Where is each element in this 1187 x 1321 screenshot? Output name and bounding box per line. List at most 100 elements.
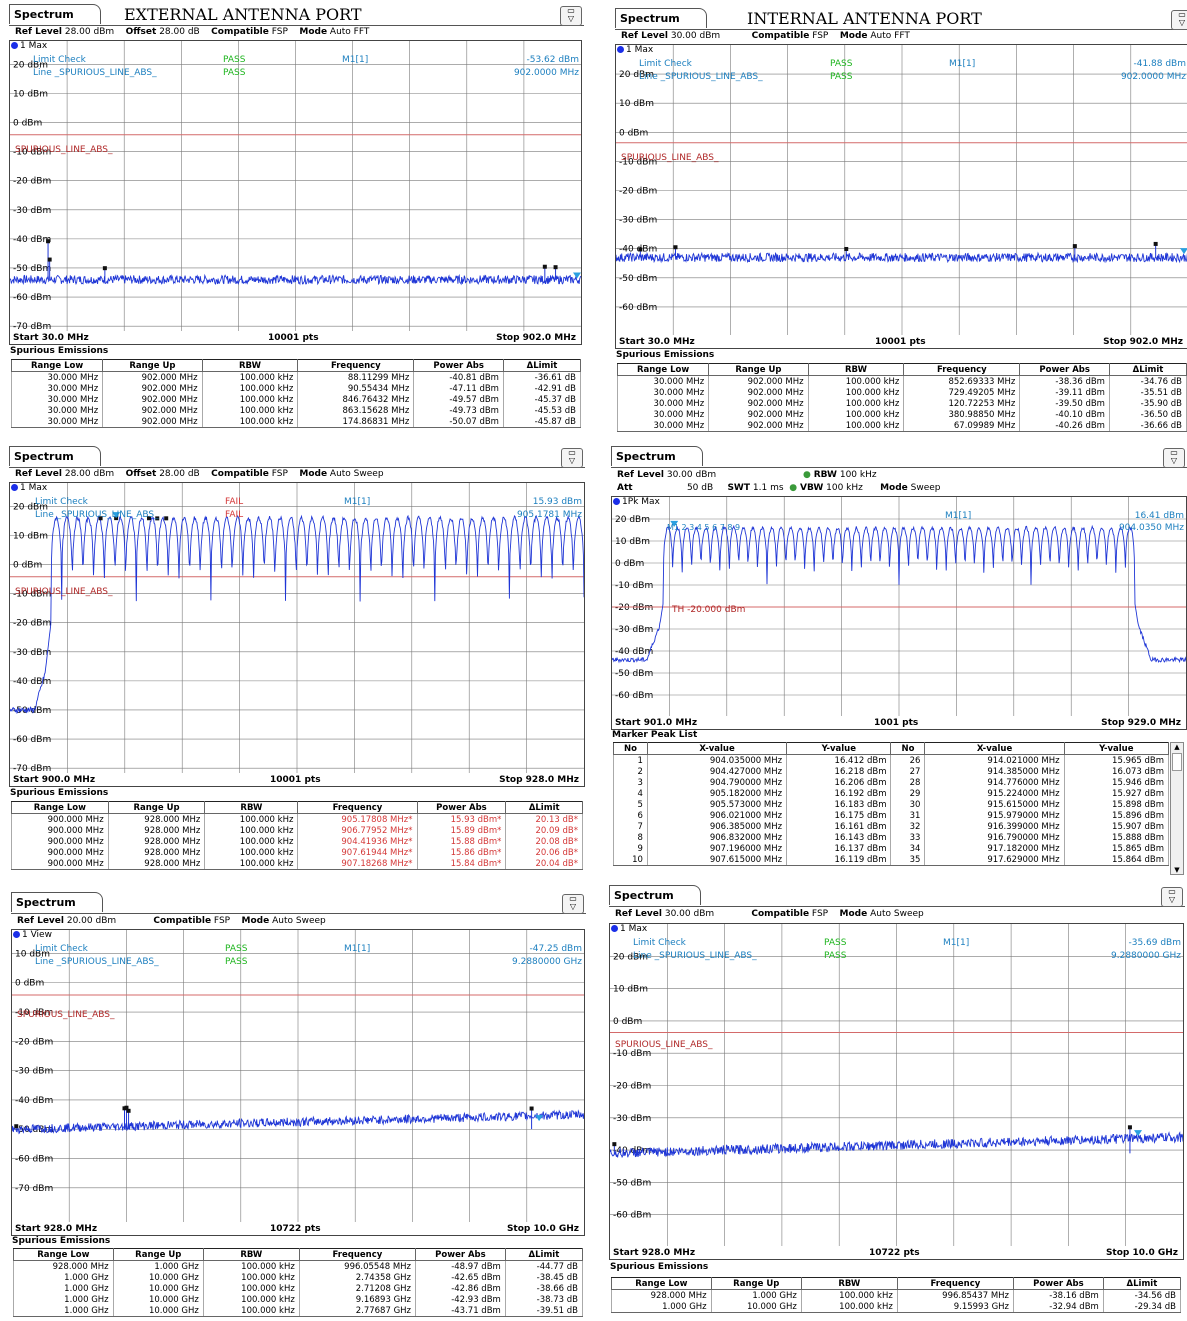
column-header[interactable]: Frequency — [298, 1248, 417, 1261]
spectrum-plot[interactable]: 1Pk Max M1[1] 16.41 dBm 904.0350 MHz M1 … — [611, 496, 1187, 718]
panel-spurious-928-10g-left: Spectrum ▭ ▽ Ref Level 20.00 dBm Compatib… — [11, 892, 586, 1321]
spurious-emissions-table: Range Low Range Up RBW Frequency Power Abs ΔL… — [611, 1277, 1182, 1313]
table-cell: 9.15993 GHz — [896, 1301, 1015, 1313]
spectrum-plot[interactable]: 1 Max Limit Check Line _SPURIOUS_LINE_AB… — [9, 482, 585, 775]
limit-line-label: Line _SPURIOUS_LINE_ABS_ — [639, 72, 763, 82]
column-header[interactable]: RBW — [204, 801, 299, 814]
column-header[interactable]: Range Up — [710, 1277, 802, 1290]
column-header[interactable]: Range Low — [616, 363, 710, 376]
tab-spectrum[interactable]: Spectrum — [9, 4, 101, 24]
table-cell: 902.000 MHz — [102, 405, 203, 416]
column-header[interactable]: Range Low — [13, 1248, 114, 1261]
column-header[interactable]: ΔLimit — [505, 801, 583, 814]
table-cell: 100.000 kHz — [201, 371, 299, 383]
y-tick-label: 10 dBm — [13, 531, 48, 541]
marker-name: M1[1] — [342, 55, 369, 65]
stop-freq: Stop 902.0 MHz — [496, 333, 576, 343]
column-header[interactable]: Power Abs — [416, 801, 507, 814]
table-cell: 30.000 MHz — [10, 394, 104, 405]
column-header[interactable]: Y-value — [786, 742, 892, 755]
y-tick-label: -60 dBm — [615, 691, 653, 701]
table-cell: 20.06 dB* — [505, 847, 583, 858]
column-header[interactable]: ΔLimit — [502, 359, 582, 372]
column-header[interactable]: Range Up — [107, 801, 206, 814]
panel-external-antenna-30-902: Spectrum EXTERNAL ANTENNA PORT ▭ ▽ Ref Le… — [9, 4, 584, 436]
column-header[interactable]: Power Abs — [1019, 363, 1110, 376]
column-header[interactable]: RBW — [202, 1248, 300, 1261]
spectrum-plot[interactable]: 1 View Limit Check Line _SPURIOUS_LINE_A… — [11, 929, 585, 1224]
spurious-emissions-table: Range Low Range Up RBW Frequency Power Abs ΔL… — [11, 801, 583, 870]
peak-marker — [47, 257, 52, 262]
display-config-icon[interactable]: ▭ ▽ — [561, 448, 583, 468]
limit-line-label: Line _SPURIOUS_LINE_ABS_ — [35, 510, 159, 520]
column-header[interactable]: X-value — [646, 742, 788, 755]
tab-spectrum[interactable]: Spectrum — [11, 892, 103, 912]
table-cell: 33 — [890, 832, 926, 843]
table-row: 10 907.615000 MHz 16.119 dBm 35 917.629000 M… — [613, 854, 1170, 866]
scroll-thumb[interactable] — [1172, 753, 1182, 771]
column-header[interactable]: RBW — [807, 363, 905, 376]
table-header-row: Range Low Range Up RBW Frequency Power Abs ΔL… — [13, 1248, 584, 1261]
table-cell: 16.218 dBm — [786, 766, 892, 777]
tab-spectrum[interactable]: Spectrum — [615, 8, 707, 28]
column-header[interactable]: Range Up — [112, 1248, 204, 1261]
display-config-icon[interactable]: ▭ ▽ — [1171, 10, 1187, 30]
column-header[interactable]: Y-value — [1063, 742, 1170, 755]
spectrum-plot[interactable]: 1 Max Limit Check Line _SPURIOUS_LINE_AB… — [615, 44, 1187, 337]
table-cell: 100.000 kHz — [204, 858, 299, 870]
display-config-icon[interactable]: ▭ ▽ — [1161, 887, 1183, 907]
limit-result-1: PASS — [223, 55, 246, 65]
setting-value: Auto Sweep — [870, 909, 924, 919]
scroll-up-icon[interactable]: ▲ — [1174, 743, 1180, 751]
table-cell: 20.09 dB* — [505, 825, 583, 836]
column-header[interactable]: No — [613, 742, 648, 755]
table-cell: 902.000 MHz — [708, 387, 809, 398]
column-header[interactable]: Range Up — [708, 363, 809, 376]
y-tick-label: 10 dBm — [615, 537, 650, 547]
column-header[interactable]: Frequency — [297, 801, 418, 814]
table-cell: 100.000 kHz — [204, 847, 299, 858]
y-tick-label: 10 dBm — [15, 949, 50, 959]
y-tick-label: -20 dBm — [613, 1082, 651, 1092]
table-scrollbar[interactable]: ▲ ▼ — [1170, 742, 1184, 875]
column-header[interactable]: Range Low — [611, 1277, 712, 1290]
tab-spectrum[interactable]: Spectrum — [611, 446, 703, 466]
table-cell: 6 — [613, 810, 648, 821]
column-header[interactable]: RBW — [201, 359, 299, 372]
tab-spectrum[interactable]: Spectrum — [609, 885, 701, 905]
peak-marker — [638, 247, 643, 252]
display-config-icon[interactable]: ▭ ▽ — [562, 894, 584, 914]
table-row: 1.000 GHz 10.000 GHz 100.000 kHz 9.15993 GH… — [611, 1301, 1182, 1313]
column-header[interactable]: RBW — [800, 1277, 898, 1290]
table-row: 900.000 MHz 928.000 MHz 100.000 kHz 904.419… — [11, 836, 583, 847]
display-config-icon[interactable]: ▭ ▽ — [560, 6, 582, 26]
y-tick-label: -10 dBm — [13, 590, 51, 600]
column-header[interactable]: Frequency — [297, 359, 415, 372]
plot-footer: Start 900.0 MHz 10001 pts Stop 928.0 MHz — [9, 773, 585, 787]
column-header[interactable]: No — [890, 742, 926, 755]
column-header[interactable]: ΔLimit — [1102, 1277, 1182, 1290]
column-header[interactable]: Frequency — [903, 363, 1021, 376]
spectrum-plot[interactable]: 1 Max Limit Check Line _SPURIOUS_LINE_AB… — [9, 40, 582, 333]
tab-spectrum[interactable]: Spectrum — [9, 446, 101, 466]
column-header[interactable]: Range Up — [102, 359, 203, 372]
limit-line-name: SPURIOUS_LINE_ABS_ — [17, 1010, 115, 1020]
column-header[interactable]: ΔLimit — [1108, 363, 1187, 376]
table-cell: 2 — [613, 766, 648, 777]
table-cell: 100.000 kHz — [201, 405, 299, 416]
column-header[interactable]: Power Abs — [413, 359, 504, 372]
column-header[interactable]: X-value — [924, 742, 1065, 755]
start-freq: Start 30.0 MHz — [13, 333, 89, 343]
spectrum-plot[interactable]: 1 Max Limit Check Line _SPURIOUS_LINE_AB… — [609, 923, 1184, 1248]
column-header[interactable]: Frequency — [896, 1277, 1015, 1290]
table-cell: 15.898 dBm — [1063, 799, 1170, 810]
scroll-down-icon[interactable]: ▼ — [1174, 866, 1180, 874]
column-header[interactable]: Range Low — [11, 801, 109, 814]
column-header[interactable]: Range Low — [10, 359, 104, 372]
column-header[interactable]: Power Abs — [415, 1248, 506, 1261]
table-cell: 906.832000 MHz — [646, 832, 788, 843]
table-cell: 907.61944 MHz* — [297, 847, 418, 858]
column-header[interactable]: ΔLimit — [504, 1248, 584, 1261]
column-header[interactable]: Power Abs — [1013, 1277, 1104, 1290]
display-config-icon[interactable]: ▭ ▽ — [1163, 448, 1185, 468]
